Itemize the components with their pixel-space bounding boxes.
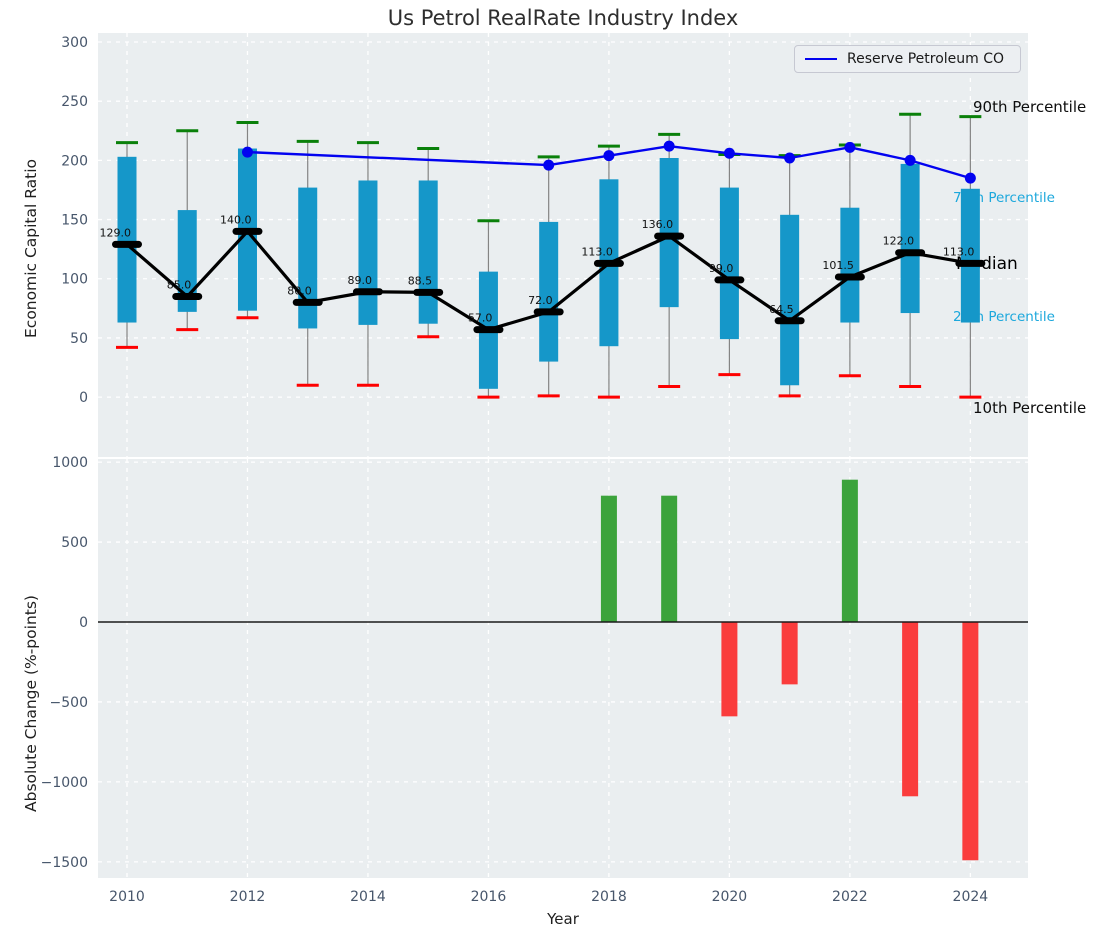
median-marker-2014	[353, 288, 383, 295]
median-value-label-2021: 64.5	[769, 303, 794, 316]
xtick-2014: 2014	[350, 889, 386, 905]
company-point-2018	[603, 150, 614, 161]
top-ytick-300: 300	[61, 35, 88, 51]
median-marker-2013	[293, 299, 323, 306]
xtick-2016: 2016	[471, 889, 507, 905]
median-value-label-2017: 72.0	[528, 294, 553, 307]
median-marker-2019	[654, 233, 684, 240]
median-marker-2010	[112, 241, 142, 248]
xtick-2010: 2010	[109, 889, 145, 905]
median-value-label-2015: 88.5	[408, 274, 433, 287]
median-value-label-2019: 136.0	[642, 218, 674, 231]
legend-series-label: Reserve Petroleum CO	[847, 51, 1004, 67]
top-ytick-100: 100	[61, 272, 88, 288]
iqr-box-2021	[780, 215, 799, 385]
median-value-label-2014: 89.0	[347, 274, 372, 287]
xtick-2020: 2020	[712, 889, 748, 905]
top-ytick-0: 0	[79, 390, 88, 406]
iqr-box-2015	[419, 180, 438, 323]
median-value-label-2012: 140.0	[220, 213, 252, 226]
chart-canvas: 90th Percentile75th PercentileMedian25th…	[0, 0, 1111, 942]
median-value-label-2022: 101.5	[822, 259, 854, 272]
median-value-label-2016: 57.0	[468, 312, 493, 325]
company-point-2017	[543, 160, 554, 171]
median-value-label-2020: 99.0	[709, 262, 734, 275]
median-marker-2011	[172, 293, 202, 300]
median-marker-2017	[534, 308, 564, 315]
top-ytick-250: 250	[61, 94, 88, 110]
change-bar-2024	[962, 622, 978, 860]
company-point-2019	[664, 141, 675, 152]
chart-title: Us Petrol RealRate Industry Index	[98, 6, 1028, 30]
median-marker-2015	[413, 289, 443, 296]
median-marker-2012	[232, 228, 262, 235]
iqr-box-2010	[118, 157, 137, 323]
median-value-label-2024: 113.0	[943, 245, 975, 258]
change-bar-2018	[601, 496, 617, 622]
bottom-ytick-−1500: −1500	[41, 855, 88, 871]
median-value-label-2010: 129.0	[100, 226, 132, 239]
change-bar-2020	[721, 622, 737, 716]
xtick-2018: 2018	[591, 889, 627, 905]
bottom-ytick-500: 500	[61, 535, 88, 551]
company-point-2020	[724, 148, 735, 159]
top-y-axis-label: Economic Capital Ratio	[22, 159, 40, 338]
median-value-label-2018: 113.0	[581, 245, 613, 258]
top-ytick-200: 200	[61, 153, 88, 169]
median-marker-2022	[835, 273, 865, 280]
legend: Reserve Petroleum CO	[794, 45, 1021, 73]
median-marker-2021	[775, 317, 805, 324]
median-marker-2023	[895, 249, 925, 256]
x-axis-label: Year	[98, 910, 1028, 928]
annotation-p90: 90th Percentile	[973, 98, 1086, 116]
median-value-label-2011: 85.0	[167, 278, 192, 291]
company-point-2023	[905, 155, 916, 166]
company-point-2012	[242, 147, 253, 158]
bottom-panel-background	[98, 459, 1028, 878]
median-marker-2016	[473, 326, 503, 333]
annotation-p10: 10th Percentile	[973, 399, 1086, 417]
iqr-box-2019	[660, 158, 679, 307]
bottom-ytick-−1000: −1000	[41, 775, 88, 791]
company-point-2024	[965, 173, 976, 184]
iqr-box-2013	[298, 188, 317, 329]
bottom-ytick-0: 0	[79, 615, 88, 631]
bottom-ytick-−500: −500	[50, 695, 88, 711]
iqr-box-2014	[358, 180, 377, 324]
top-ytick-50: 50	[70, 331, 88, 347]
change-bar-2023	[902, 622, 918, 796]
median-value-label-2013: 80.0	[287, 284, 312, 297]
median-marker-2018	[594, 260, 624, 267]
change-bar-2022	[842, 480, 858, 622]
change-bar-2021	[782, 622, 798, 684]
median-marker-2024	[955, 260, 985, 267]
iqr-box-2017	[539, 222, 558, 362]
bottom-y-axis-label: Absolute Change (%-points)	[22, 595, 40, 812]
change-bar-2019	[661, 496, 677, 622]
company-point-2021	[784, 152, 795, 163]
top-ytick-150: 150	[61, 213, 88, 229]
median-marker-2020	[714, 276, 744, 283]
legend-line-swatch	[805, 58, 837, 60]
bottom-ytick-1000: 1000	[52, 455, 88, 471]
figure: 90th Percentile75th PercentileMedian25th…	[0, 0, 1111, 942]
xtick-2024: 2024	[953, 889, 989, 905]
company-point-2022	[844, 142, 855, 153]
xtick-2022: 2022	[832, 889, 868, 905]
median-value-label-2023: 122.0	[883, 235, 915, 248]
xtick-2012: 2012	[230, 889, 266, 905]
